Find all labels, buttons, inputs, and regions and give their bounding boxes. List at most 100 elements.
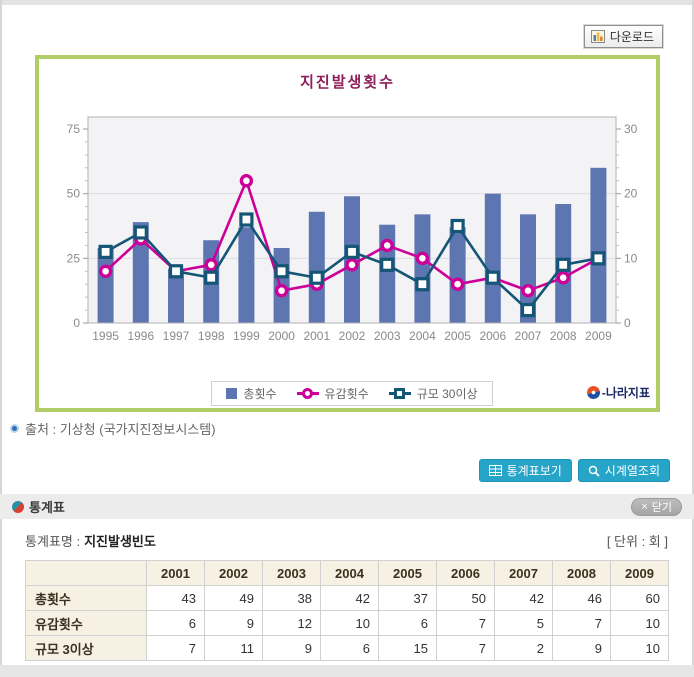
cell-규모 3이상-2008: 9	[552, 635, 611, 661]
point-규모 30이상-2003	[380, 257, 395, 272]
x-axis-label-2007: 2007	[515, 329, 542, 343]
cell-규모 3이상-2001: 7	[146, 635, 205, 661]
stats-table-button[interactable]: 통계표보기	[478, 459, 572, 482]
bar-1999	[238, 227, 255, 323]
legend-label-felt: 유감횟수	[324, 387, 369, 401]
point-규모 30이상-2000	[274, 264, 289, 279]
x-axis-label-2002: 2002	[339, 329, 366, 343]
table-col-2008: 2008	[552, 560, 611, 586]
cell-규모 3이상-2006: 7	[436, 635, 495, 661]
table-col-2005: 2005	[378, 560, 437, 586]
cell-유감횟수-2006: 7	[436, 610, 495, 636]
download-button[interactable]: 다운로드	[582, 24, 665, 49]
table-name-label: 통계표명 :	[25, 534, 81, 549]
table-header-row: 2001 2002 2003 2004 2005 2006 2007 2008 2009	[25, 560, 669, 586]
earthquake-chart-panel: 지진발생횟수 0 25 50 75 0 10 20 30 1995 1996 1997 1998 199…	[35, 55, 660, 412]
point-규모 30이상-1996	[133, 225, 148, 240]
unit-label: [ 단위 : 회 ]	[606, 534, 668, 549]
x-axis-label-2004: 2004	[409, 329, 436, 343]
point-규모 30이상-1999	[239, 212, 254, 227]
right-border	[692, 0, 694, 677]
table-col-2003: 2003	[262, 560, 321, 586]
point-유감횟수-2003	[380, 238, 394, 253]
point-규모 30이상-2002	[344, 244, 360, 259]
left-axis-label-0: 0	[73, 316, 80, 330]
right-axis-label-20: 20	[624, 187, 638, 201]
circle-marker-icon	[296, 387, 319, 400]
search-icon	[588, 465, 600, 477]
table-col-2007: 2007	[494, 560, 553, 586]
taegeuk-icon	[586, 386, 600, 399]
point-유감횟수-1995	[98, 264, 113, 278]
cell-유감횟수-2001: 6	[146, 610, 205, 636]
table-row: 규모 3이상 7 11 9 6 15 7 2 9 10	[25, 635, 669, 661]
left-axis-label-50: 50	[67, 187, 81, 201]
stats-table-button-label: 통계표보기	[506, 464, 562, 478]
bar-2004	[414, 214, 431, 323]
bar-1997	[168, 268, 184, 323]
point-유감횟수-2000	[274, 283, 289, 298]
row-header: 유감횟수	[25, 610, 147, 636]
square-marker-icon	[388, 387, 411, 400]
bar-chart-icon	[590, 30, 605, 43]
cell-규모 3이상-2003: 9	[262, 635, 321, 661]
e-nara-index-logo: -나라지표	[586, 384, 650, 401]
stats-section-title-wrap: 통계표	[12, 497, 65, 516]
x-axis-label-1999: 1999	[233, 329, 260, 343]
cell-유감횟수-2007: 5	[494, 610, 553, 636]
x-axis-label-2008: 2008	[550, 329, 577, 343]
bar-1996	[132, 222, 149, 323]
cell-총횟수-2003: 38	[262, 585, 321, 611]
point-유감횟수-2004	[415, 251, 430, 266]
cell-규모 3이상-2009: 10	[610, 635, 669, 661]
cell-총횟수-2004: 42	[320, 585, 379, 611]
table-col-2004: 2004	[320, 560, 379, 586]
table-meta-row: 통계표명 : 지진발생빈도 [ 단위 : 회 ]	[25, 531, 668, 550]
bar-swatch-icon	[226, 388, 238, 399]
point-규모 30이상-1997	[168, 264, 184, 279]
cell-유감횟수-2004: 10	[320, 610, 379, 636]
timeseries-button[interactable]: 시계열조회	[577, 459, 670, 482]
cell-규모 3이상-2005: 15	[378, 635, 437, 661]
right-axis-label-0: 0	[624, 316, 631, 330]
point-유감횟수-1999	[239, 174, 254, 188]
point-규모 30이상-2004	[415, 277, 430, 292]
point-규모 30이상-2009	[591, 251, 606, 266]
bottom-border	[0, 665, 694, 677]
download-label: 다운로드	[609, 30, 654, 44]
left-axis-label-75: 75	[67, 122, 81, 136]
logo-text: -나라지표	[601, 386, 650, 400]
point-규모 30이상-2005	[450, 218, 465, 234]
x-axis-label-1998: 1998	[198, 329, 225, 343]
left-border	[0, 0, 2, 677]
point-규모 30이상-2007	[520, 302, 536, 318]
right-axis-label-10: 10	[624, 251, 638, 265]
cell-유감횟수-2009: 10	[610, 610, 669, 636]
table-name-value: 지진발생빈도	[84, 534, 156, 549]
top-border	[0, 0, 694, 5]
point-유감횟수-2002	[345, 258, 359, 272]
x-axis-label-1996: 1996	[127, 329, 154, 343]
x-axis-label-2005: 2005	[444, 329, 471, 343]
x-axis-label-2001: 2001	[303, 329, 330, 343]
table-row: 유감횟수 6 9 12 10 6 7 5 7 10	[25, 610, 669, 636]
point-유감횟수-2005	[450, 277, 465, 291]
table-row: 총횟수 43 49 38 42 37 50 42 46 60	[25, 585, 669, 611]
table-icon	[488, 465, 502, 476]
table-col-2009: 2009	[610, 560, 669, 586]
cell-유감횟수-2002: 9	[204, 610, 263, 636]
bullet-icon	[10, 424, 19, 433]
x-axis-label-2009: 2009	[585, 329, 612, 343]
chart-legend: 총횟수 유감횟수 규모 30이상	[88, 381, 616, 406]
timeseries-button-label: 시계열조회	[604, 464, 660, 478]
x-axis-label-1995: 1995	[92, 329, 119, 343]
point-규모 30이상-1995	[98, 244, 113, 259]
close-button[interactable]: × 닫기	[631, 497, 682, 516]
stats-section-header: 통계표 × 닫기	[0, 494, 694, 519]
table-col-2006: 2006	[436, 560, 495, 586]
x-axis-label-2003: 2003	[374, 329, 401, 343]
legend-item-total: 총횟수	[226, 385, 277, 402]
point-규모 30이상-2001	[309, 270, 324, 285]
cell-총횟수-2008: 46	[552, 585, 611, 611]
